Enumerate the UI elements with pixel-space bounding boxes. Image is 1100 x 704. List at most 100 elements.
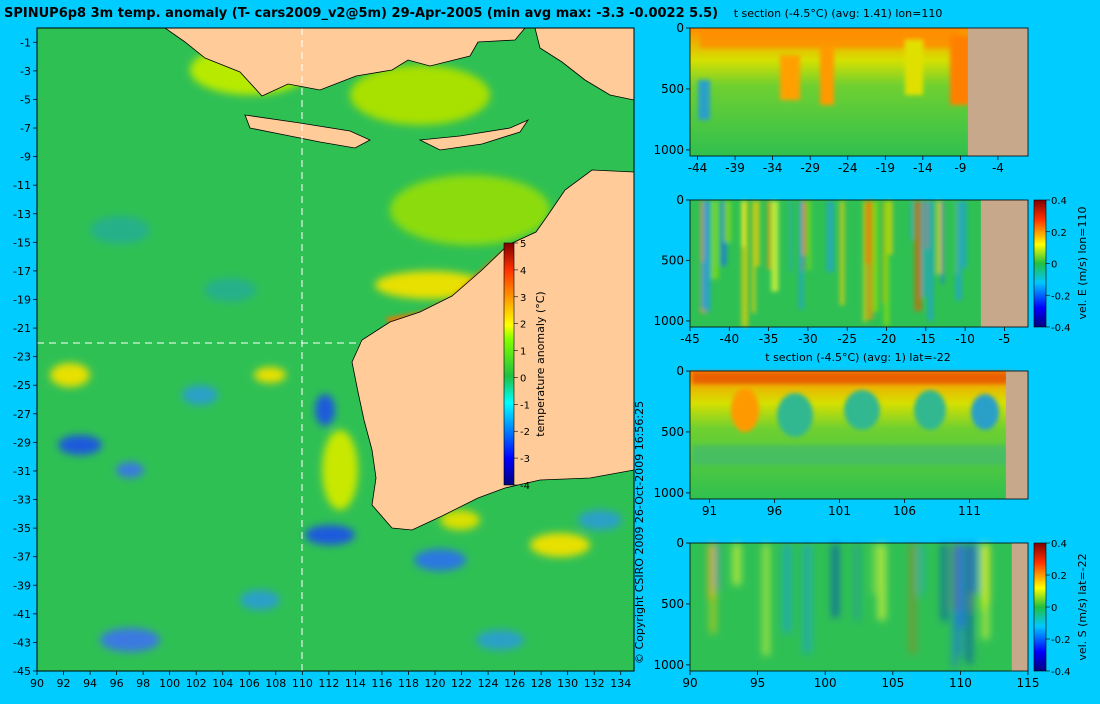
x-tick-label: -30 xyxy=(798,332,818,346)
cold-eddy xyxy=(90,216,150,244)
x-tick-label: 106 xyxy=(239,677,260,690)
velE-colorbar-ticks: 0.4 0.2 0 -0.2 -0.4 xyxy=(1046,196,1071,334)
colorbar-tick-label: -3 xyxy=(520,454,530,465)
panel-t-lat22: t section (-4.5°C) (avg: 1) lat=-22 91 96… xyxy=(653,351,1029,518)
y-tick-label: 0 xyxy=(676,364,684,378)
warm-filament xyxy=(390,175,550,245)
x-tick-label: 128 xyxy=(531,677,552,690)
velE-colorbar-ramp xyxy=(1033,199,1047,328)
colorbar-tick-label: 0.4 xyxy=(1051,196,1067,207)
velocity-stripe xyxy=(924,201,929,249)
x-tick-label: -10 xyxy=(955,332,975,346)
velocity-stripe xyxy=(751,201,756,313)
cold-eddy xyxy=(204,278,256,302)
map-frame xyxy=(36,27,635,672)
cold-eddy xyxy=(578,510,622,530)
warm-filament xyxy=(530,533,590,557)
x-tick-label: 124 xyxy=(478,677,499,690)
velocity-stripe xyxy=(966,544,973,664)
x-tick-label: 111 xyxy=(958,504,981,518)
velocity-stripe xyxy=(936,201,945,275)
cold-band xyxy=(692,445,1014,465)
x-tick-label: 96 xyxy=(110,677,124,690)
x-tick-label: -20 xyxy=(877,332,897,346)
panel-y-ticks: 0 500 1000 xyxy=(653,536,690,672)
velocity-stripe xyxy=(918,544,924,596)
x-tick-label: 95 xyxy=(750,676,765,690)
x-tick-label: -14 xyxy=(913,161,933,175)
y-tick-label: 500 xyxy=(661,425,684,439)
colorbar-tick-label: -0.2 xyxy=(1051,291,1071,302)
x-tick-label: 92 xyxy=(57,677,71,690)
velocity-stripe xyxy=(952,544,958,668)
y-tick-label: 500 xyxy=(661,597,684,611)
warm-filament xyxy=(322,430,358,510)
y-tick-label: -19 xyxy=(13,293,31,306)
velocity-stripe xyxy=(826,201,834,273)
landmass-australia xyxy=(351,169,634,531)
warm-patch xyxy=(731,388,759,432)
x-tick-label: 94 xyxy=(83,677,97,690)
warm-patch xyxy=(692,372,1014,384)
velocity-stripe xyxy=(802,201,807,256)
section-land xyxy=(967,28,1028,156)
warm-patch xyxy=(905,40,923,95)
panel-y-ticks: 0 500 1000 xyxy=(653,193,690,328)
velocity-stripes xyxy=(700,201,967,327)
y-tick-label: -39 xyxy=(13,579,31,592)
velocity-stripe xyxy=(971,544,979,594)
map-y-ticks: -1 -3 -5 -7 -9 -11 -13 -15 -17 -19 -21 -23 -25 -27 -29… xyxy=(13,36,37,678)
land xyxy=(164,28,634,531)
velocity-stripe xyxy=(711,201,719,280)
cold-patch xyxy=(698,80,710,120)
velocity-stripe xyxy=(771,201,779,292)
map-colorbar-label: temperature anomaly (°C) xyxy=(534,291,547,436)
velocity-stripe xyxy=(701,201,704,262)
panel-frame xyxy=(689,542,1029,672)
velocity-stripes xyxy=(708,544,990,668)
velS-colorbar-ramp xyxy=(1033,542,1047,672)
x-tick-label: -35 xyxy=(759,332,779,346)
y-tick-label: 500 xyxy=(661,253,684,267)
cold-eddy xyxy=(58,435,102,455)
colorbar-tick-label: 0.2 xyxy=(1051,228,1067,239)
colorbar-tick-label: 3 xyxy=(520,293,526,304)
colorbar-tick-label: -0.2 xyxy=(1051,635,1071,646)
map-colorbar: 5 4 3 2 1 0 -1 -2 -3 -4 temperature anomaly (°C) xyxy=(503,239,547,492)
colorbar-tick-label: 0 xyxy=(1051,603,1057,614)
y-tick-label: 1000 xyxy=(653,143,684,157)
y-tick-label: -23 xyxy=(13,351,31,364)
x-tick-label: 98 xyxy=(136,677,150,690)
x-tick-label: 90 xyxy=(30,677,44,690)
y-tick-label: 0 xyxy=(676,193,684,207)
section-land xyxy=(1011,543,1028,671)
colorbar-tick-label: 0 xyxy=(520,373,526,384)
x-tick-label: -5 xyxy=(998,332,1010,346)
copyright-note: © Copyright CSIRO 2009 26-Oct-2009 16:56… xyxy=(633,401,646,664)
cold-eddy xyxy=(240,590,280,610)
panel-x-ticks: 91 96 101 106 111 xyxy=(702,499,981,518)
velocity-stripe xyxy=(767,201,772,270)
velocity-stripe xyxy=(910,544,915,654)
cold-eddy xyxy=(414,549,466,571)
velocity-stripe xyxy=(873,544,876,595)
y-tick-label: -3 xyxy=(20,65,31,78)
x-tick-label: 91 xyxy=(702,504,717,518)
y-tick-label: -17 xyxy=(13,265,31,278)
warm-patch xyxy=(820,45,834,105)
y-tick-label: -37 xyxy=(13,551,31,564)
map-colorbar-ramp xyxy=(503,242,515,486)
velocity-stripe xyxy=(807,201,811,271)
x-tick-label: -19 xyxy=(875,161,895,175)
y-tick-label: -9 xyxy=(20,151,31,164)
velocity-stripe xyxy=(941,201,944,284)
velocity-stripe xyxy=(789,201,792,272)
x-tick-label: 90 xyxy=(682,676,697,690)
y-tick-label: 0 xyxy=(676,21,684,35)
velocity-stripe xyxy=(863,201,867,323)
x-tick-label: -39 xyxy=(725,161,745,175)
warm-filament xyxy=(254,367,286,383)
x-tick-label: 118 xyxy=(398,677,419,690)
x-tick-label: 106 xyxy=(893,504,916,518)
cold-eddy xyxy=(305,525,355,545)
